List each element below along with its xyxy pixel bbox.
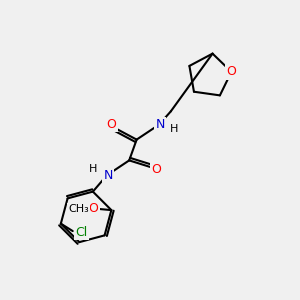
Text: O: O [226,65,236,78]
Text: H: H [169,124,178,134]
Text: N: N [156,118,165,131]
Text: N: N [104,169,113,182]
Text: O: O [151,163,161,176]
Text: Cl: Cl [76,226,88,239]
Text: H: H [89,164,98,174]
Text: O: O [106,118,116,131]
Text: CH₃: CH₃ [68,204,89,214]
Text: O: O [88,202,98,214]
